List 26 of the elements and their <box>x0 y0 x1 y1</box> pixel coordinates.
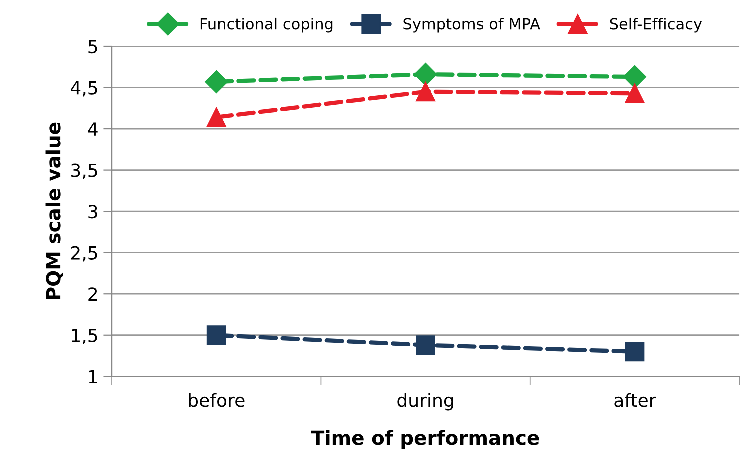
x-tick-label: after <box>614 393 656 408</box>
legend-label: Symptoms of MPA <box>404 18 540 33</box>
y-tick-label: 1,5 <box>72 329 98 344</box>
point <box>625 84 645 104</box>
point <box>623 66 646 89</box>
point <box>625 342 645 362</box>
legend-label: Functional coping <box>200 18 333 33</box>
point <box>206 108 226 128</box>
x-axis-title: Time of performance <box>311 430 540 450</box>
y-tick-label: 5 <box>88 40 98 54</box>
y-tick-label: 3,5 <box>72 164 98 180</box>
point <box>416 82 436 102</box>
point <box>206 326 226 346</box>
y-tick-label: 3 <box>88 205 98 219</box>
y-tick-label: 2 <box>88 288 98 301</box>
point <box>416 336 436 356</box>
y-tick-label: 2,5 <box>71 246 98 262</box>
y-tick-label: 4,5 <box>71 81 98 97</box>
point <box>205 70 228 94</box>
y-tick-label: 1 <box>89 370 98 384</box>
y-axis-title: PQM scale value <box>46 122 64 300</box>
y-tick-label: 4 <box>88 122 98 136</box>
point <box>414 63 438 86</box>
x-tick-label: during <box>398 393 454 411</box>
x-tick-label: before <box>189 393 245 408</box>
legend-label: Self-Efficacy <box>610 18 702 33</box>
